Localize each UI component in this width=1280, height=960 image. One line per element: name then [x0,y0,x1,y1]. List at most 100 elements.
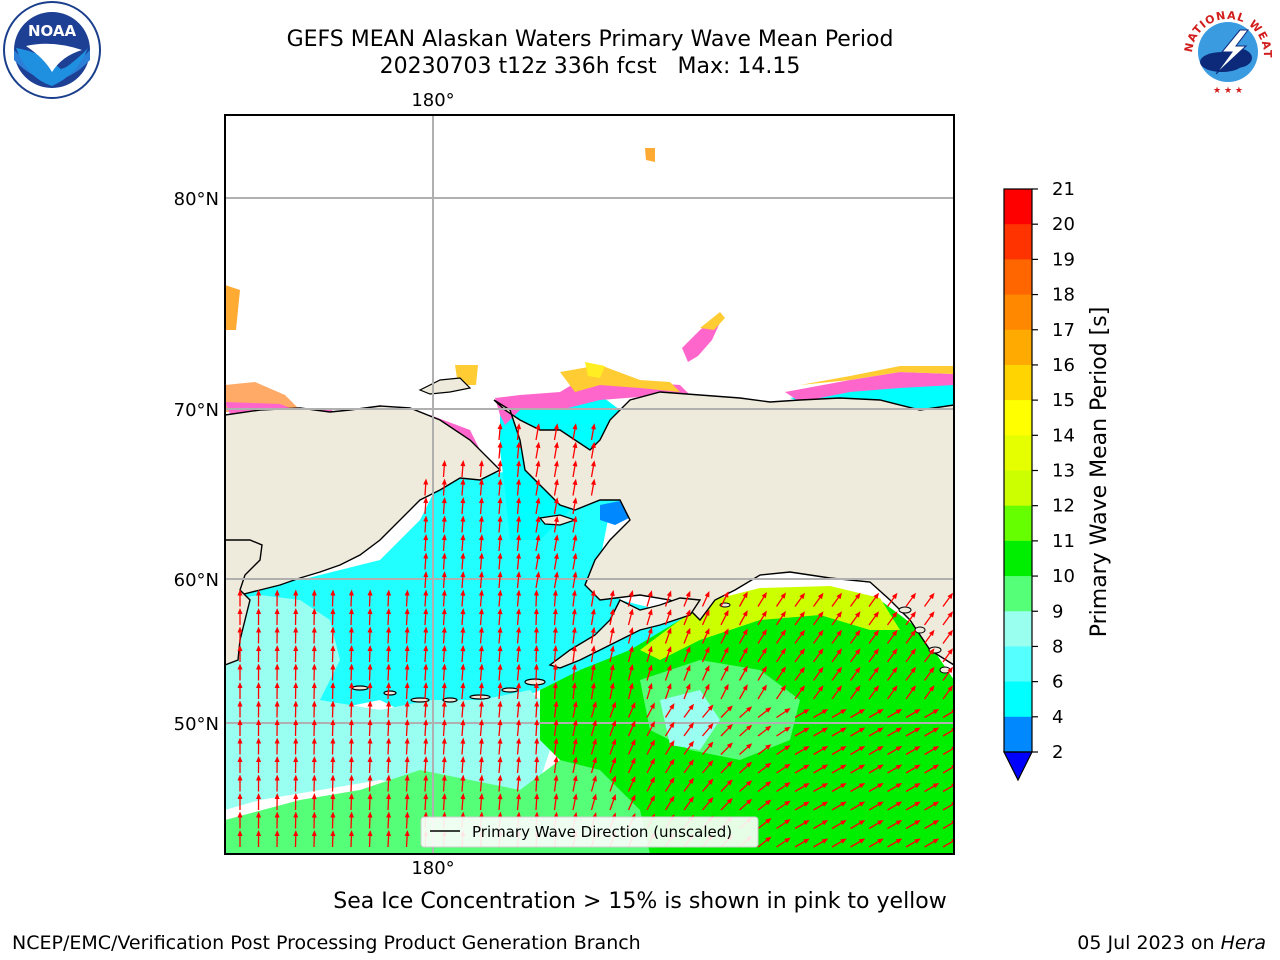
wave-arrow-head [330,682,336,689]
wave-arrow-head [367,608,373,615]
wave-arrow-head [367,645,373,652]
wave-arrow-head [533,626,539,633]
colorbar-tick-label: 17 [1052,320,1075,341]
wave-arrow-head [516,441,522,448]
wave-arrow-head [761,628,767,636]
wave-arrow-head [858,783,866,789]
wave-arrow-head [928,629,935,637]
wave-arrow-head [423,682,429,689]
wave-arrow-head [478,737,484,744]
wave-arrow-head [478,589,484,596]
wave-arrow-head [348,756,354,763]
wave-arrow-head [311,682,317,689]
wave-arrow-head [533,589,539,596]
wave-arrow-head [628,645,634,652]
wave-arrow-head [914,838,921,844]
wave-arrow-head [534,700,540,707]
title-line-2: 20230703 t12z 336h fcst Max: 14.15 [379,54,801,79]
wave-arrow-head [237,774,243,781]
wave-arrow-head [891,648,898,655]
wave-arrow-head [535,441,541,449]
colorbar-tick-label: 15 [1052,390,1075,411]
wave-arrow-head [723,628,729,635]
wave-arrow-head [669,777,675,784]
wave-arrow-head [932,820,940,826]
wave-arrow-head [572,441,578,449]
wave-arrow-head [854,611,861,618]
wave-arrow-head [367,793,373,800]
wave-arrow-head [910,611,916,618]
wave-arrow-head [784,763,791,770]
wave-arrow-head [516,608,522,615]
wave-arrow-head [572,756,578,763]
wave-arrow-head [761,591,767,599]
wave-arrow-head [858,820,866,826]
wave-arrow-head [553,700,559,707]
wave-arrow-head [293,700,299,707]
wave-arrow-head [330,645,336,652]
wave-arrow-head [404,626,410,633]
wave-arrow-head [910,685,916,692]
wave-arrow-head [497,756,503,763]
wave-arrow-head [293,811,299,818]
wave-arrow-head [497,737,503,744]
wave-arrow-head [293,608,299,615]
wave-arrow-head [647,682,653,690]
wave-arrow-head [628,682,634,689]
wave-arrow-head [441,719,447,726]
wave-arrow-head [516,700,522,707]
aleutian-islands [351,678,546,703]
wave-arrow-head [404,811,410,818]
wave-arrow-head [914,820,921,826]
wave-arrow-head [611,775,617,782]
wave-arrow-head [836,648,842,655]
wave-arrow-head [799,666,805,674]
wave-arrow-head [441,571,447,578]
wave-arrow-head [460,756,466,763]
wave-arrow-head [256,737,262,744]
wave-arrow-head [311,793,317,800]
lat-label-50: 50°N [174,714,219,735]
wave-arrow-head [928,611,935,618]
wave-arrow-head [932,727,940,733]
wave-arrow-head [780,684,786,692]
colorbar-segment [1004,435,1032,471]
wave-arrow-head [609,663,615,671]
wave-arrow-head [367,589,373,596]
wave-arrow-head [404,830,410,837]
wave-arrow-head [423,626,429,633]
land-alaska [493,391,954,666]
wave-arrow-head [348,774,354,781]
wave-arrow-head [821,709,829,715]
wave-arrow-head [516,571,522,578]
wave-arrow-head [914,783,921,789]
wave-arrow-head [877,709,884,715]
wave-arrow-head [386,830,392,837]
wave-arrow-head [237,793,243,799]
wave-arrow-head [836,629,842,637]
colorbar-tick-label: 18 [1052,285,1075,306]
wave-arrow-head [553,756,559,763]
wave-arrow-head [784,782,791,788]
wave-arrow-head [348,589,354,596]
wave-arrow-head [478,571,484,578]
wave-arrow-head [497,608,503,615]
wave-arrow-head [460,811,466,818]
wave-arrow-head [274,830,280,837]
wave-arrow-head [803,746,810,752]
wave-arrow-head [932,746,940,752]
wave-arrow-head [553,441,559,449]
wave-arrow-head [441,515,447,522]
wave-arrow-head [348,811,354,818]
wave-arrow-head [571,645,577,652]
wave-arrow-head [821,820,829,826]
wave-arrow-head [330,608,336,615]
wave-arrow-head [460,589,466,596]
wave-arrow-head [704,683,710,690]
wave-arrow-head [821,783,829,789]
wave-arrow-head [726,705,733,712]
wave-arrow-head [274,756,280,763]
wave-arrow-head [404,756,410,763]
wave-arrow-head [704,664,710,672]
wave-arrow-head [572,478,578,486]
